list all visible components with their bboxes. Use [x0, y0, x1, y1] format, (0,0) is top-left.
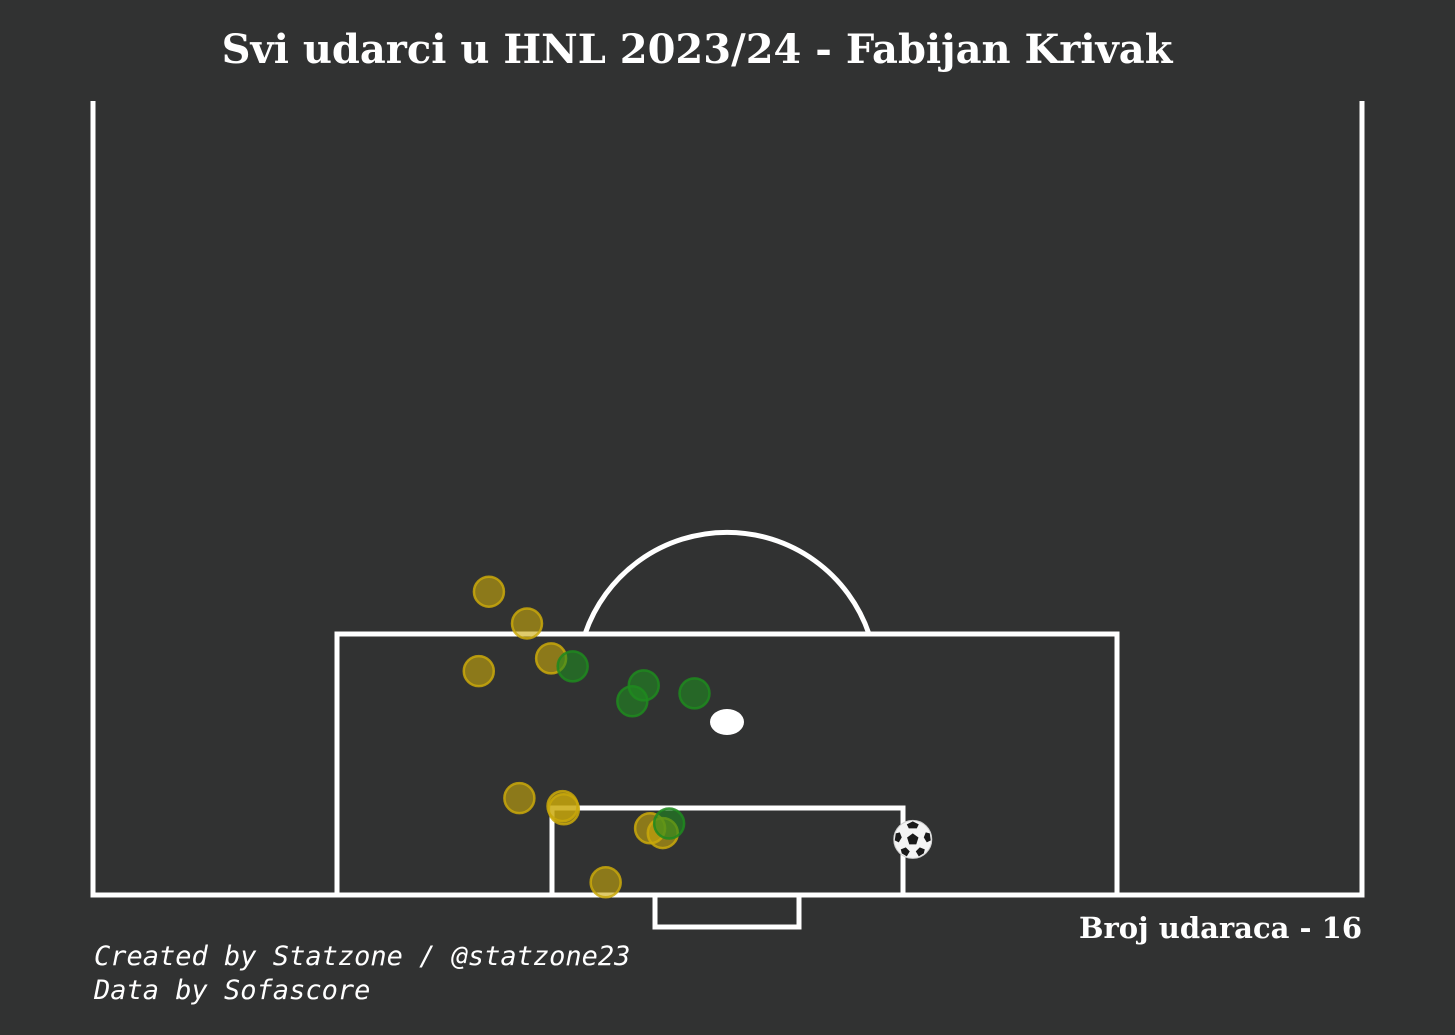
shot-point-off-target-7: [547, 792, 581, 826]
penalty-arc: [582, 529, 872, 635]
shot-point-on-target-4: [616, 685, 649, 718]
shot-point-on-target-1: [556, 650, 589, 683]
shot-point-off-target-5: [503, 781, 536, 815]
shot-point-off-target-2: [510, 607, 544, 640]
penalty-spot: [710, 709, 744, 735]
shot-point-off-target-4: [462, 654, 496, 688]
football-icon: [893, 819, 933, 859]
credit-data-source: Data by Sofascore: [93, 975, 370, 1006]
shot-point-off-target-1: [472, 575, 506, 608]
chart-title: Svi udarci u HNL 2023/24 - Fabijan Kriva…: [222, 26, 1174, 73]
goal: [652, 895, 802, 930]
shots-layer: [462, 575, 711, 899]
penalty-area: [334, 631, 1120, 895]
shot-count-label: Broj udaraca - 16: [1079, 911, 1362, 945]
shot-point-off-target-10: [589, 866, 622, 899]
credit-created-by: Created by Statzone / @statzone23: [94, 941, 630, 972]
pitch-outline: [90, 101, 1365, 898]
shot-point-on-target-3: [678, 677, 711, 710]
shot-point-on-target-5: [652, 807, 686, 840]
pitch: [90, 101, 1365, 930]
